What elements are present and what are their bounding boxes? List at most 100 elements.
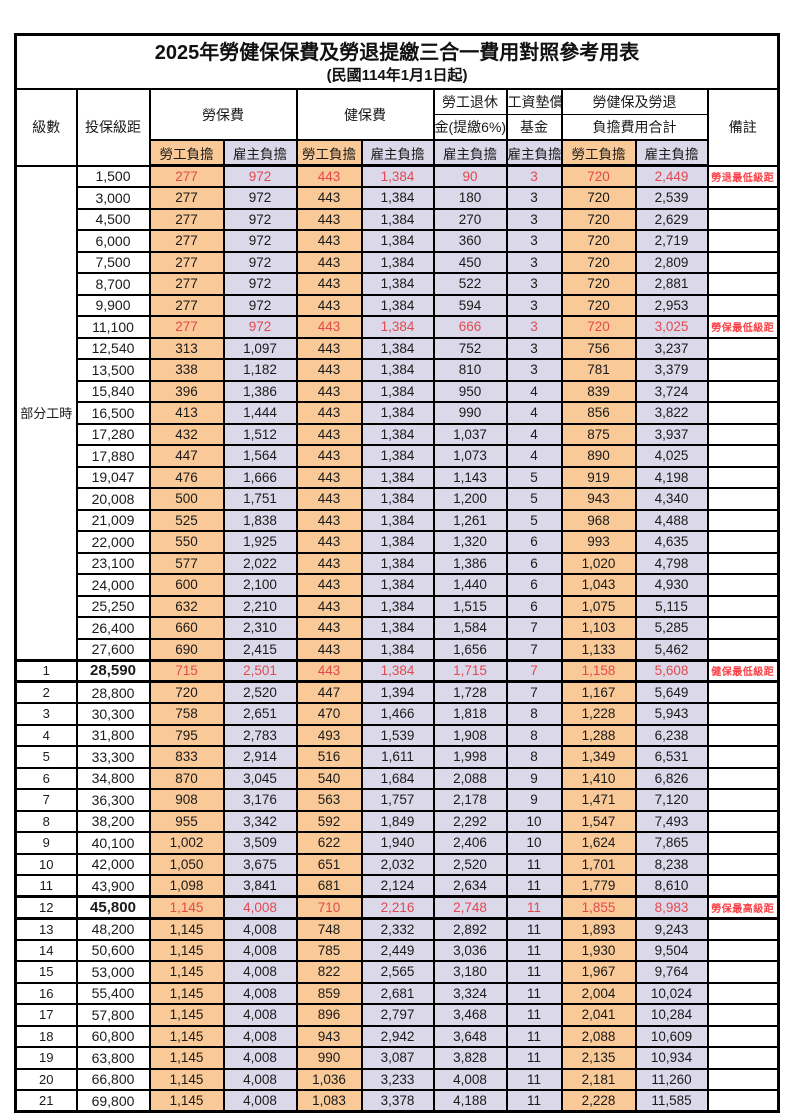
cell-remark (706, 573, 780, 597)
cell-pension-employer: 1,998 (432, 745, 508, 769)
cell-pension-employer: 1,715 (432, 658, 508, 683)
table-row: 9,900 277 972 443 1,384 594 3 720 2,953 (16, 293, 780, 317)
cell-health-insurance-employee: 443 (295, 530, 363, 554)
cell-health-insurance-employee: 443 (295, 164, 363, 188)
cell-total-employee: 1,228 (560, 702, 637, 726)
cell-total-employer: 9,504 (634, 938, 709, 962)
cell-health-insurance-employer: 1,384 (360, 616, 435, 640)
cell-labor-insurance-employer: 2,100 (222, 573, 298, 597)
cell-health-insurance-employer: 2,681 (360, 981, 435, 1005)
cell-wage-fund-employer: 3 (505, 315, 563, 339)
cell-labor-insurance-employee: 277 (148, 250, 225, 274)
cell-total-employer: 4,635 (634, 530, 709, 554)
cell-health-insurance-employer: 1,384 (360, 422, 435, 446)
cell-remark (706, 422, 780, 446)
cell-bracket: 21,009 (75, 508, 151, 532)
cell-health-insurance-employer: 1,384 (360, 250, 435, 274)
cell-bracket: 57,800 (75, 1003, 151, 1027)
cell-labor-insurance-employee: 277 (148, 229, 225, 253)
cell-remark (706, 788, 780, 812)
table-row: 20,008 500 1,751 443 1,384 1,200 5 943 4,340 (16, 487, 780, 511)
cell-health-insurance-employee: 443 (295, 422, 363, 446)
cell-health-insurance-employee: 859 (295, 981, 363, 1005)
cell-bracket: 16,500 (75, 401, 151, 425)
cell-remark (706, 379, 780, 403)
cell-bracket: 13,500 (75, 358, 151, 382)
table-row: 11,100 277 972 443 1,384 666 3 720 3,025 勞保最低級距 (16, 315, 780, 339)
cell-health-insurance-employer: 1,384 (360, 207, 435, 231)
cell-level: 7 (14, 788, 78, 812)
cell-labor-insurance-employer: 1,182 (222, 358, 298, 382)
cell-health-insurance-employee: 443 (295, 250, 363, 274)
cell-health-insurance-employer: 1,384 (360, 573, 435, 597)
cell-pension-employer: 4,188 (432, 1089, 508, 1113)
cell-level: 10 (14, 852, 78, 876)
cell-pension-employer: 1,037 (432, 422, 508, 446)
cell-bracket: 31,800 (75, 723, 151, 747)
cell-labor-insurance-employer: 1,444 (222, 401, 298, 425)
cell-health-insurance-employer: 1,940 (360, 831, 435, 855)
cell-labor-insurance-employee: 795 (148, 723, 225, 747)
cell-wage-fund-employer: 6 (505, 530, 563, 554)
cell-pension-employer: 594 (432, 293, 508, 317)
cell-bracket: 45,800 (75, 895, 151, 920)
cell-bracket: 28,590 (75, 658, 151, 683)
cell-wage-fund-employer: 4 (505, 444, 563, 468)
cell-wage-fund-employer: 5 (505, 487, 563, 511)
cell-pension-employer: 2,088 (432, 766, 508, 790)
cell-remark: 健保最低級距 (706, 658, 780, 683)
header-row-shares: 勞工負擔 雇主負擔 勞工負擔 雇主負擔 雇主負擔 雇主負擔 勞工負擔 雇主負擔 (16, 139, 779, 167)
cell-bracket: 36,300 (75, 788, 151, 812)
cell-total-employee: 2,041 (560, 1003, 637, 1027)
cell-health-insurance-employer: 1,611 (360, 745, 435, 769)
cell-labor-insurance-employee: 1,145 (148, 981, 225, 1005)
cell-wage-fund-employer: 3 (505, 293, 563, 317)
cell-labor-insurance-employer: 972 (222, 207, 298, 231)
cell-wage-fund-employer: 11 (505, 960, 563, 984)
cell-total-employee: 1,133 (560, 637, 637, 661)
cell-labor-insurance-employee: 1,145 (148, 1089, 225, 1113)
cell-wage-fund-employer: 3 (505, 358, 563, 382)
cell-labor-insurance-employee: 577 (148, 551, 225, 575)
cell-total-employer: 3,724 (634, 379, 709, 403)
cell-labor-insurance-employee: 758 (148, 702, 225, 726)
cell-labor-insurance-employer: 972 (222, 315, 298, 339)
cell-wage-fund-employer: 6 (505, 573, 563, 597)
cell-level: 8 (14, 809, 78, 833)
cell-pension-employer: 2,406 (432, 831, 508, 855)
table-row: 1 28,590 715 2,501 443 1,384 1,715 7 1,158 5,608 健… (14, 658, 780, 683)
cell-health-insurance-employer: 2,124 (360, 874, 435, 898)
table-title-cell: 2025年勞健保保費及勞退提繳三合一費用對照參考用表 (民國114年1月1日起) (14, 33, 780, 90)
cell-pension-employer: 2,892 (432, 917, 508, 941)
col-header-total-line2: 負擔費用合計 (560, 114, 709, 141)
cell-labor-insurance-employer: 4,008 (222, 1003, 298, 1027)
cell-wage-fund-employer: 8 (505, 702, 563, 726)
cell-labor-insurance-employer: 2,310 (222, 616, 298, 640)
cell-labor-insurance-employer: 3,841 (222, 874, 298, 898)
cell-total-employer: 10,284 (634, 1003, 709, 1027)
cell-bracket: 17,880 (75, 444, 151, 468)
cell-health-insurance-employee: 447 (295, 680, 363, 704)
cell-level: 6 (14, 766, 78, 790)
table-row: 8 38,200 955 3,342 592 1,849 2,292 10 1,547 7,493 (14, 809, 780, 833)
cell-labor-insurance-employee: 447 (148, 444, 225, 468)
table-row: 15 53,000 1,145 4,008 822 2,565 3,180 11 1,967 9,… (14, 960, 780, 984)
header-row-groups: 級數 投保級距 勞保費 健保費 勞工退休 工資墊償 勞健保及勞退 備註 (14, 88, 780, 167)
cell-labor-insurance-employer: 4,008 (222, 1067, 298, 1091)
col-header-total-employee: 勞工負擔 (560, 139, 637, 167)
cell-level: 1 (14, 658, 78, 683)
cell-total-employer: 5,285 (634, 616, 709, 640)
cell-bracket: 30,300 (75, 702, 151, 726)
cell-total-employee: 968 (560, 508, 637, 532)
cell-total-employer: 2,809 (634, 250, 709, 274)
cell-bracket: 55,400 (75, 981, 151, 1005)
cell-total-employer: 2,629 (634, 207, 709, 231)
cell-total-employer: 5,943 (634, 702, 709, 726)
cell-level: 19 (14, 1046, 78, 1070)
cell-total-employer: 2,449 (634, 164, 709, 188)
cell-total-employee: 1,779 (560, 874, 637, 898)
cell-labor-insurance-employer: 3,342 (222, 809, 298, 833)
cell-labor-insurance-employee: 1,145 (148, 917, 225, 941)
cell-labor-insurance-employer: 972 (222, 164, 298, 188)
cell-total-employee: 1,701 (560, 852, 637, 876)
